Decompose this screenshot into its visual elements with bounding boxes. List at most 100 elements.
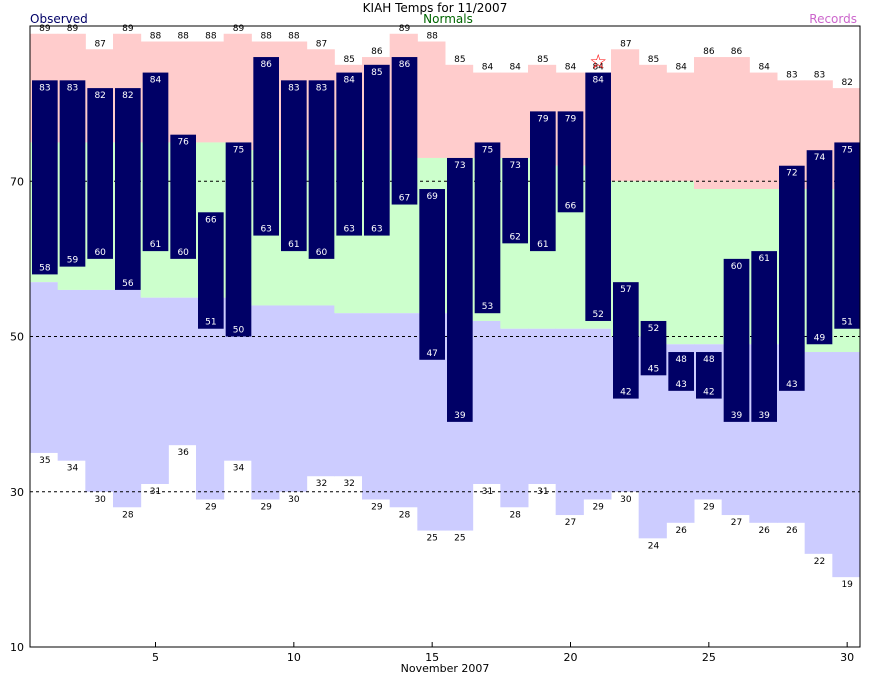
observed-low-label: 63 <box>371 225 382 235</box>
record-high-label: 86 <box>703 47 715 57</box>
record-high-label: 85 <box>454 55 465 65</box>
record-low-band <box>472 320 501 484</box>
observed-low-label: 42 <box>620 388 631 398</box>
record-low-band <box>362 313 391 500</box>
record-low-label: 31 <box>150 487 161 497</box>
normal-band <box>638 181 667 337</box>
record-high-band <box>196 41 225 143</box>
record-high-label: 87 <box>94 39 105 49</box>
record-low-label: 19 <box>841 580 853 590</box>
record-high-label: 86 <box>731 47 743 57</box>
legend-records: Records <box>809 12 857 26</box>
record-low-band <box>832 352 861 578</box>
record-low-label: 30 <box>620 495 632 505</box>
observed-bar <box>253 57 279 236</box>
observed-bar <box>723 258 750 422</box>
observed-low-label: 45 <box>648 364 659 374</box>
record-high-label: 84 <box>592 63 604 73</box>
record-high-label: 89 <box>67 24 79 34</box>
record-low-label: 29 <box>260 503 272 513</box>
record-high-band <box>417 41 446 158</box>
plot-frame <box>29 25 861 648</box>
record-low-band <box>500 328 529 508</box>
observed-bar <box>198 212 224 329</box>
observed-low-label: 43 <box>675 380 686 390</box>
observed-high-label: 82 <box>94 91 105 101</box>
record-high-label: 82 <box>841 78 852 88</box>
observed-low-label: 62 <box>509 232 520 242</box>
observed-low-label: 39 <box>758 411 770 421</box>
record-high-label: 83 <box>786 70 797 80</box>
observed-bar <box>419 189 445 360</box>
normal-band <box>694 189 723 345</box>
record-high-label: 88 <box>426 32 438 42</box>
record-high-label: 85 <box>343 55 354 65</box>
observed-low-label: 50 <box>233 326 245 336</box>
observed-bar <box>613 282 639 399</box>
observed-low-label: 60 <box>316 248 328 258</box>
observed-bar <box>696 352 722 399</box>
observed-bar <box>668 352 694 391</box>
record-high-label: 88 <box>260 32 272 42</box>
observed-high-label: 75 <box>233 145 244 155</box>
record-high-band <box>638 64 667 182</box>
observed-high-label: 83 <box>316 83 327 93</box>
record-low-band <box>528 328 557 484</box>
observed-low-label: 51 <box>841 318 852 328</box>
observed-low-label: 49 <box>814 333 826 343</box>
observed-high-label: 48 <box>675 355 687 365</box>
record-high-label: 89 <box>399 24 411 34</box>
observed-low-label: 47 <box>426 349 437 359</box>
record-low-band <box>583 328 612 500</box>
record-high-label: 84 <box>758 63 770 73</box>
observed-low-label: 59 <box>67 256 79 266</box>
observed-low-label: 60 <box>177 248 189 258</box>
chart-title: KIAH Temps for 11/2007 <box>363 1 508 15</box>
observed-bar <box>336 72 362 236</box>
record-high-band <box>168 41 197 143</box>
record-high-label: 87 <box>316 39 327 49</box>
record-low-label: 31 <box>482 487 493 497</box>
x-tick-label: 20 <box>564 651 578 664</box>
observed-low-label: 63 <box>260 225 271 235</box>
record-high-band <box>500 72 529 158</box>
record-low-label: 31 <box>537 487 548 497</box>
record-low-label: 26 <box>786 526 798 536</box>
observed-high-label: 57 <box>620 285 631 295</box>
observed-low-label: 53 <box>482 302 493 312</box>
record-low-label: 29 <box>371 503 383 513</box>
record-low-band <box>85 289 114 492</box>
record-low-band <box>140 297 169 484</box>
observed-high-label: 83 <box>67 83 78 93</box>
x-tick-label: 25 <box>702 651 716 664</box>
record-low-label: 27 <box>731 518 742 528</box>
record-high-label: 85 <box>648 55 659 65</box>
record-low-band <box>196 297 225 500</box>
observed-low-label: 43 <box>786 380 797 390</box>
observed-bar <box>364 64 390 236</box>
observed-high-label: 84 <box>592 76 604 86</box>
observed-low-label: 58 <box>39 263 51 273</box>
record-low-label: 28 <box>122 510 134 520</box>
observed-high-label: 60 <box>731 262 743 272</box>
record-low-label: 25 <box>454 534 465 544</box>
record-low-label: 30 <box>94 495 106 505</box>
record-high-band <box>749 72 778 190</box>
legend-normals: Normals <box>423 12 473 26</box>
record-low-label: 28 <box>509 510 521 520</box>
observed-bar <box>751 251 777 422</box>
record-high-label: 85 <box>537 55 548 65</box>
record-high-band <box>694 57 723 190</box>
record-high-label: 88 <box>177 32 189 42</box>
observed-bar <box>170 134 196 259</box>
record-low-band <box>57 289 86 461</box>
record-low-label: 22 <box>814 557 825 567</box>
axes: 5 10 15 20 25 30 10 30 50 70 <box>10 25 861 664</box>
observed-bar <box>32 80 58 275</box>
record-high-band <box>223 33 252 143</box>
y-tick-label: 50 <box>10 331 24 344</box>
observed-bar <box>834 142 860 329</box>
observed-bar <box>585 72 611 321</box>
observed-low-label: 67 <box>399 194 410 204</box>
